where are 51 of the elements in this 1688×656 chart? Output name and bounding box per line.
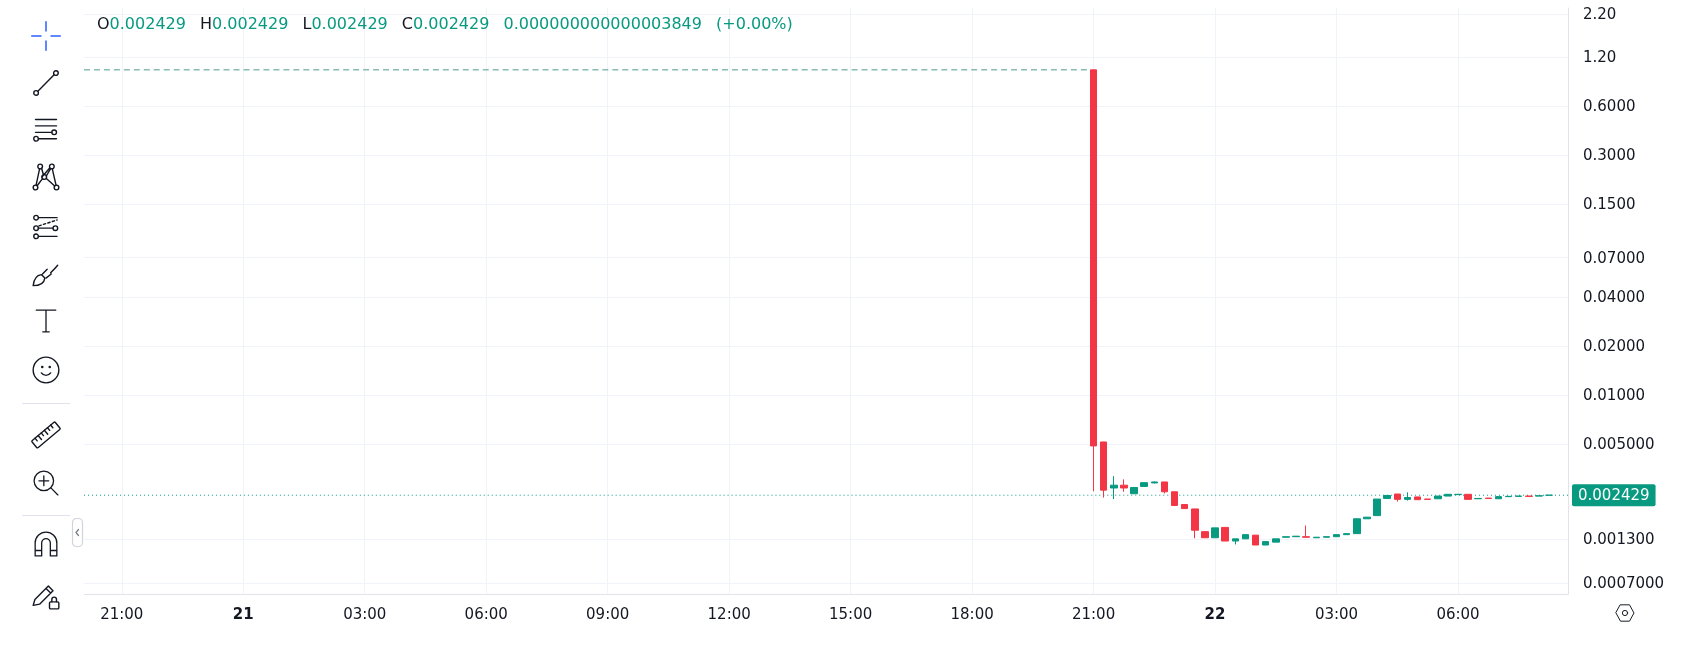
candlestick xyxy=(1333,534,1340,538)
candlestick xyxy=(1151,480,1158,484)
candlestick xyxy=(1394,493,1401,503)
candlestick xyxy=(1211,527,1219,539)
candlestick xyxy=(1201,531,1209,539)
y-tick-label: 0.01000 xyxy=(1583,386,1646,405)
candlestick xyxy=(1221,526,1229,542)
y-tick-label: 1.20 xyxy=(1583,47,1617,66)
x-tick-label: 21:00 xyxy=(100,604,144,623)
candlestick xyxy=(1140,482,1148,487)
y-tick-label: 0.001300 xyxy=(1583,530,1655,549)
candlestick xyxy=(1464,493,1472,500)
y-tick-label: 2.20 xyxy=(1583,5,1617,24)
candlestick xyxy=(1171,491,1178,506)
candlestick xyxy=(1181,503,1188,510)
x-tick-label: 09:00 xyxy=(586,604,630,623)
x-tick-label: 15:00 xyxy=(829,604,873,623)
candlestick xyxy=(1353,518,1361,535)
candlestick xyxy=(1252,534,1259,546)
candlestick xyxy=(1100,441,1107,499)
x-tick-label: 06:00 xyxy=(464,604,508,623)
candlestick xyxy=(1242,534,1249,540)
x-tick-label: 03:00 xyxy=(1314,604,1359,623)
candlestick xyxy=(1262,541,1269,546)
candlestick xyxy=(1302,525,1310,538)
x-tick-label: 21:00 xyxy=(1071,604,1116,623)
y-tick-label: 0.04000 xyxy=(1583,288,1646,307)
candlestick xyxy=(1373,498,1381,517)
x-tick-label: 22 xyxy=(1204,604,1226,623)
y-tick-label: 0.02000 xyxy=(1583,337,1646,356)
candlestick xyxy=(1161,481,1168,494)
x-tick-label: 18:00 xyxy=(950,604,994,623)
ref-line-label: 0.002429 xyxy=(1578,486,1650,505)
candlestick xyxy=(1272,538,1280,543)
candlestick xyxy=(1343,533,1350,536)
x-tick-label: 03:00 xyxy=(343,604,387,623)
y-tick-label: 0.6000 xyxy=(1583,96,1636,115)
candlestick xyxy=(1191,508,1199,539)
y-tick-label: 0.3000 xyxy=(1583,145,1636,164)
candlestick xyxy=(1232,538,1239,545)
candlestick xyxy=(1404,491,1411,502)
y-tick-label: 0.005000 xyxy=(1583,435,1655,454)
y-tick-label: 0.1500 xyxy=(1583,194,1636,213)
candlestick xyxy=(1414,496,1421,501)
x-tick-label: 12:00 xyxy=(707,604,751,623)
candlestick xyxy=(1120,478,1128,493)
y-tick-label: 0.07000 xyxy=(1583,248,1646,267)
y-tick-label: 0.0007000 xyxy=(1583,574,1665,593)
x-tick-label: 21 xyxy=(232,604,254,623)
x-tick-label: 06:00 xyxy=(1436,604,1480,623)
annotation: O0.002429 H0.002429 L0.002429 C0.002429 0.000000000000003849 (+0.00%) xyxy=(97,14,793,33)
